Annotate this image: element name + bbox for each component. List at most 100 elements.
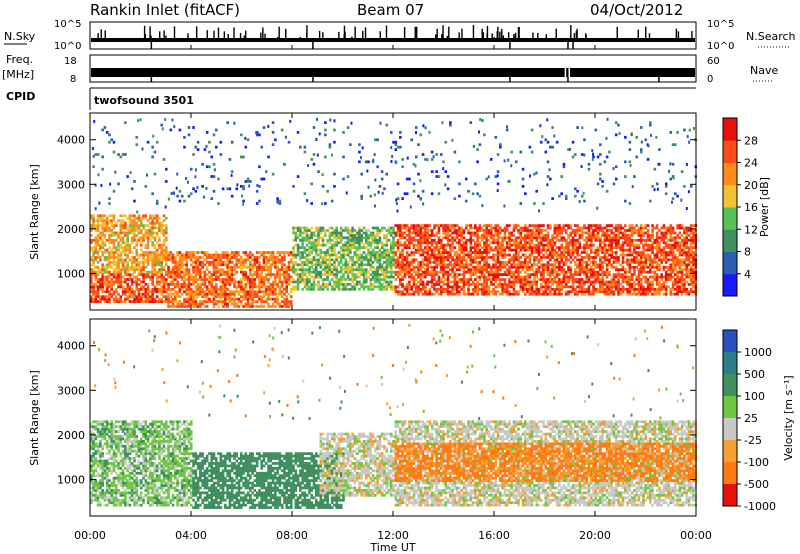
power-cell (164, 290, 168, 294)
power-cell (503, 246, 507, 250)
noise-spike (499, 31, 501, 40)
power-cell (428, 260, 432, 264)
power-cell (146, 253, 150, 257)
power-cell (176, 251, 179, 254)
power-cell (403, 231, 407, 235)
power-cell (101, 128, 104, 132)
power-cell (517, 253, 520, 257)
power-cell (471, 231, 475, 235)
power-cell (469, 251, 473, 254)
power-cell (460, 258, 463, 262)
power-cell (296, 243, 300, 247)
noise-spike (144, 34, 147, 40)
power-cell (542, 270, 545, 274)
power-cell (244, 251, 248, 254)
power-cell (401, 165, 404, 169)
power-cell (487, 275, 491, 279)
power-cell (151, 221, 154, 225)
power-cell (271, 263, 275, 267)
power-cell (544, 283, 548, 286)
power-cell (535, 238, 538, 242)
power-cell (196, 265, 200, 269)
power-cell (224, 292, 227, 296)
power-cell (196, 258, 200, 262)
power-cell (285, 273, 289, 276)
power-cell (121, 268, 125, 272)
power-cell (371, 270, 375, 274)
power-cell (446, 238, 450, 242)
power-cell (342, 263, 345, 267)
power-cell (349, 236, 352, 240)
power-cell (242, 155, 245, 159)
power-cell (283, 162, 286, 166)
power-cell (253, 280, 257, 284)
power-cell (108, 221, 111, 225)
power-cell (344, 260, 348, 264)
power-cell (155, 278, 159, 281)
power-cell (103, 126, 107, 129)
power-cell (92, 287, 95, 291)
power-cell (399, 290, 402, 294)
power-cell (392, 231, 395, 235)
power-cell (192, 302, 195, 306)
power-cell (442, 256, 445, 259)
power-cell (180, 263, 184, 267)
power-cell (108, 280, 111, 284)
power-cell (449, 238, 452, 242)
power-cell (480, 283, 484, 286)
power-cell (367, 285, 370, 289)
power-cell (124, 297, 127, 301)
power-cell (214, 275, 218, 279)
power-cell (535, 290, 538, 294)
power-cell (330, 268, 334, 272)
power-cell (458, 243, 461, 247)
power-cell (221, 256, 225, 259)
power-cell (201, 270, 204, 274)
power-cell (324, 285, 327, 289)
power-cell (553, 290, 557, 294)
power-cell (437, 270, 441, 274)
power-cell (480, 292, 484, 296)
power-cell (487, 290, 491, 294)
power-cell (599, 177, 602, 181)
power-cell (560, 246, 563, 250)
power-cell (592, 155, 595, 159)
power-cell (144, 216, 148, 220)
power-cell (230, 194, 234, 198)
power-cell (364, 253, 368, 257)
power-cell (126, 273, 129, 276)
power-cell (242, 265, 245, 269)
power-cell (469, 121, 473, 124)
power-cell (153, 150, 157, 154)
power-cell (299, 280, 302, 284)
power-cell (151, 300, 154, 303)
power-cell (296, 280, 300, 284)
power-cell (101, 265, 104, 269)
power-cell (310, 258, 314, 262)
power-cell (396, 275, 400, 279)
power-cell (119, 270, 123, 274)
power-cell (592, 260, 595, 264)
power-cell (330, 285, 334, 289)
power-cell (349, 256, 352, 259)
power-cell (105, 216, 109, 220)
power-cell (294, 256, 298, 259)
power-cell (585, 231, 588, 235)
power-cell (403, 285, 407, 289)
power-cell (308, 280, 311, 284)
power-cell (235, 260, 239, 264)
power-cell (139, 236, 143, 240)
power-cell (399, 145, 402, 149)
power-cell (142, 278, 145, 281)
power-cell (469, 283, 473, 286)
power-cell (374, 273, 377, 276)
power-cell (142, 265, 145, 269)
power-cell (392, 256, 395, 259)
power-cell (533, 251, 536, 254)
power-cell (376, 256, 379, 259)
power-cell (283, 253, 286, 257)
power-cell (226, 251, 229, 254)
power-cell (578, 287, 582, 291)
power-cell (342, 248, 345, 252)
power-cell (412, 275, 416, 279)
